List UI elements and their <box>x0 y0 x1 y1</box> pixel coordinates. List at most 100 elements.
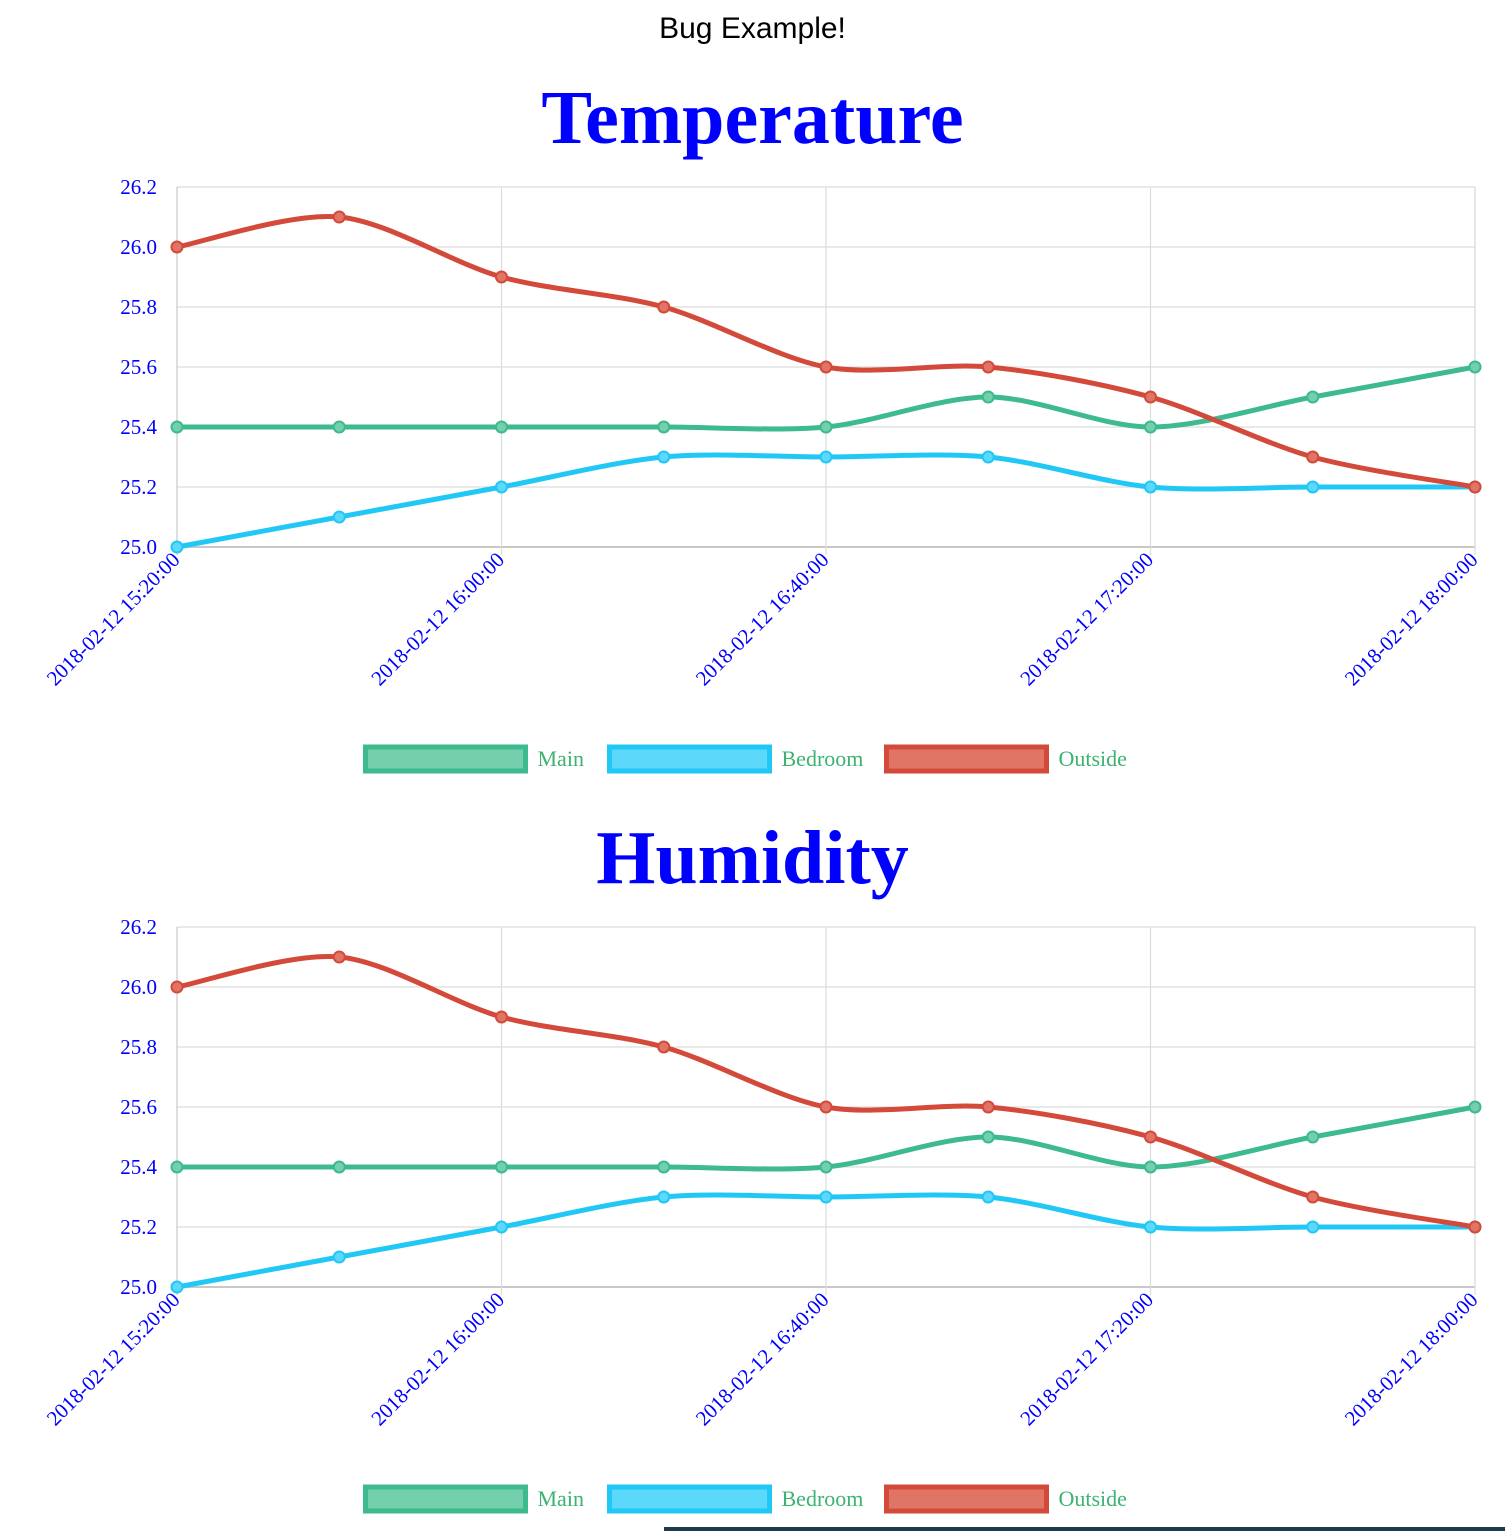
data-point-outside <box>819 1100 833 1114</box>
legend-label: Bedroom <box>782 746 864 771</box>
y-tick-label: 25.4 <box>120 1155 157 1179</box>
legend-swatch <box>363 744 528 774</box>
legend-swatch <box>363 1484 528 1514</box>
data-point-bedroom <box>819 1190 833 1204</box>
data-point-bedroom <box>1306 1220 1320 1234</box>
y-tick-label: 25.2 <box>120 1215 157 1239</box>
y-tick-label: 26.0 <box>120 235 157 259</box>
data-point-main <box>819 420 833 434</box>
data-point-bedroom <box>332 1250 346 1264</box>
data-point-bedroom <box>332 510 346 524</box>
data-point-outside <box>1306 1190 1320 1204</box>
data-point-outside <box>657 1040 671 1054</box>
chart-title: Temperature <box>541 76 964 160</box>
x-tick-label: 2018-02-12 16:00:00 <box>366 548 509 691</box>
data-point-main <box>170 1160 184 1174</box>
legend-swatch <box>607 744 772 774</box>
data-point-outside <box>657 300 671 314</box>
data-point-main <box>170 420 184 434</box>
data-point-main <box>1306 1130 1320 1144</box>
legend-label: Bedroom <box>782 1486 864 1511</box>
legend-swatch <box>884 744 1049 774</box>
data-point-bedroom <box>170 1280 184 1294</box>
data-point-outside <box>495 270 508 284</box>
data-point-main <box>495 1160 508 1174</box>
data-point-outside <box>819 360 833 374</box>
data-point-main <box>981 1130 995 1144</box>
y-tick-label: 26.0 <box>120 975 157 999</box>
data-point-bedroom <box>495 1220 508 1234</box>
y-tick-label: 25.0 <box>120 1275 157 1299</box>
x-tick-label: 2018-02-12 18:00:00 <box>1340 1288 1483 1431</box>
data-point-outside <box>1306 450 1320 464</box>
x-tick-label: 2018-02-12 16:40:00 <box>691 548 834 691</box>
data-point-bedroom <box>1144 1220 1157 1234</box>
data-point-outside <box>981 1100 995 1114</box>
x-tick-label: 2018-02-12 17:20:00 <box>1015 548 1158 691</box>
legend-swatch <box>884 1484 1049 1514</box>
data-point-outside <box>1468 1220 1482 1234</box>
data-point-main <box>1468 360 1482 374</box>
x-tick-label: 2018-02-12 16:40:00 <box>691 1288 834 1431</box>
data-point-outside <box>1144 390 1157 404</box>
data-point-outside <box>170 240 184 254</box>
data-point-main <box>657 420 671 434</box>
legend-label: Main <box>538 1486 584 1511</box>
x-tick-label: 2018-02-12 17:20:00 <box>1015 1288 1158 1431</box>
legend-item-bedroom: Bedroom <box>607 744 864 774</box>
data-point-bedroom <box>1306 480 1320 494</box>
x-tick-label: 2018-02-12 16:00:00 <box>366 1288 509 1431</box>
data-point-outside <box>1144 1130 1157 1144</box>
data-point-main <box>819 1160 833 1174</box>
y-tick-label: 25.0 <box>120 535 157 559</box>
data-point-bedroom <box>1144 480 1157 494</box>
data-point-bedroom <box>657 1190 671 1204</box>
data-point-main <box>495 420 508 434</box>
y-tick-label: 25.4 <box>120 415 157 439</box>
data-point-outside <box>332 950 346 964</box>
data-point-bedroom <box>981 450 995 464</box>
legend-item-main: Main <box>363 744 584 774</box>
legend-item-outside: Outside <box>884 744 1127 774</box>
data-point-main <box>332 420 346 434</box>
data-point-bedroom <box>819 450 833 464</box>
y-tick-label: 25.6 <box>120 355 157 379</box>
data-point-main <box>1144 420 1157 434</box>
data-point-outside <box>495 1010 508 1024</box>
legend-label: Outside <box>1059 1486 1127 1511</box>
data-point-outside <box>1468 480 1482 494</box>
data-point-outside <box>981 360 995 374</box>
legend-swatch <box>607 1484 772 1514</box>
y-tick-label: 25.2 <box>120 475 157 499</box>
data-point-bedroom <box>657 450 671 464</box>
legend-item-outside: Outside <box>884 1484 1127 1514</box>
data-point-main <box>332 1160 346 1174</box>
y-tick-label: 26.2 <box>120 915 157 939</box>
data-point-main <box>1306 390 1320 404</box>
data-point-main <box>657 1160 671 1174</box>
data-point-bedroom <box>170 540 184 554</box>
data-point-bedroom <box>981 1190 995 1204</box>
data-point-bedroom <box>495 480 508 494</box>
legend-label: Outside <box>1059 746 1127 771</box>
legend-item-bedroom: Bedroom <box>607 1484 864 1514</box>
data-point-main <box>1468 1100 1482 1114</box>
page-header: Bug Example! <box>659 12 846 45</box>
legend-item-main: Main <box>363 1484 584 1514</box>
window-bottom-bar <box>664 1527 1505 1531</box>
y-tick-label: 25.6 <box>120 1095 157 1119</box>
y-tick-label: 25.8 <box>120 1035 157 1059</box>
data-point-outside <box>170 980 184 994</box>
x-tick-label: 2018-02-12 15:20:00 <box>42 1288 185 1431</box>
y-tick-label: 26.2 <box>120 175 157 199</box>
data-point-outside <box>332 210 346 224</box>
data-point-main <box>981 390 995 404</box>
legend-label: Main <box>538 746 584 771</box>
y-tick-label: 25.8 <box>120 295 157 319</box>
chart-title: Humidity <box>596 816 909 900</box>
x-tick-label: 2018-02-12 18:00:00 <box>1340 548 1483 691</box>
data-point-main <box>1144 1160 1157 1174</box>
x-tick-label: 2018-02-12 15:20:00 <box>42 548 185 691</box>
